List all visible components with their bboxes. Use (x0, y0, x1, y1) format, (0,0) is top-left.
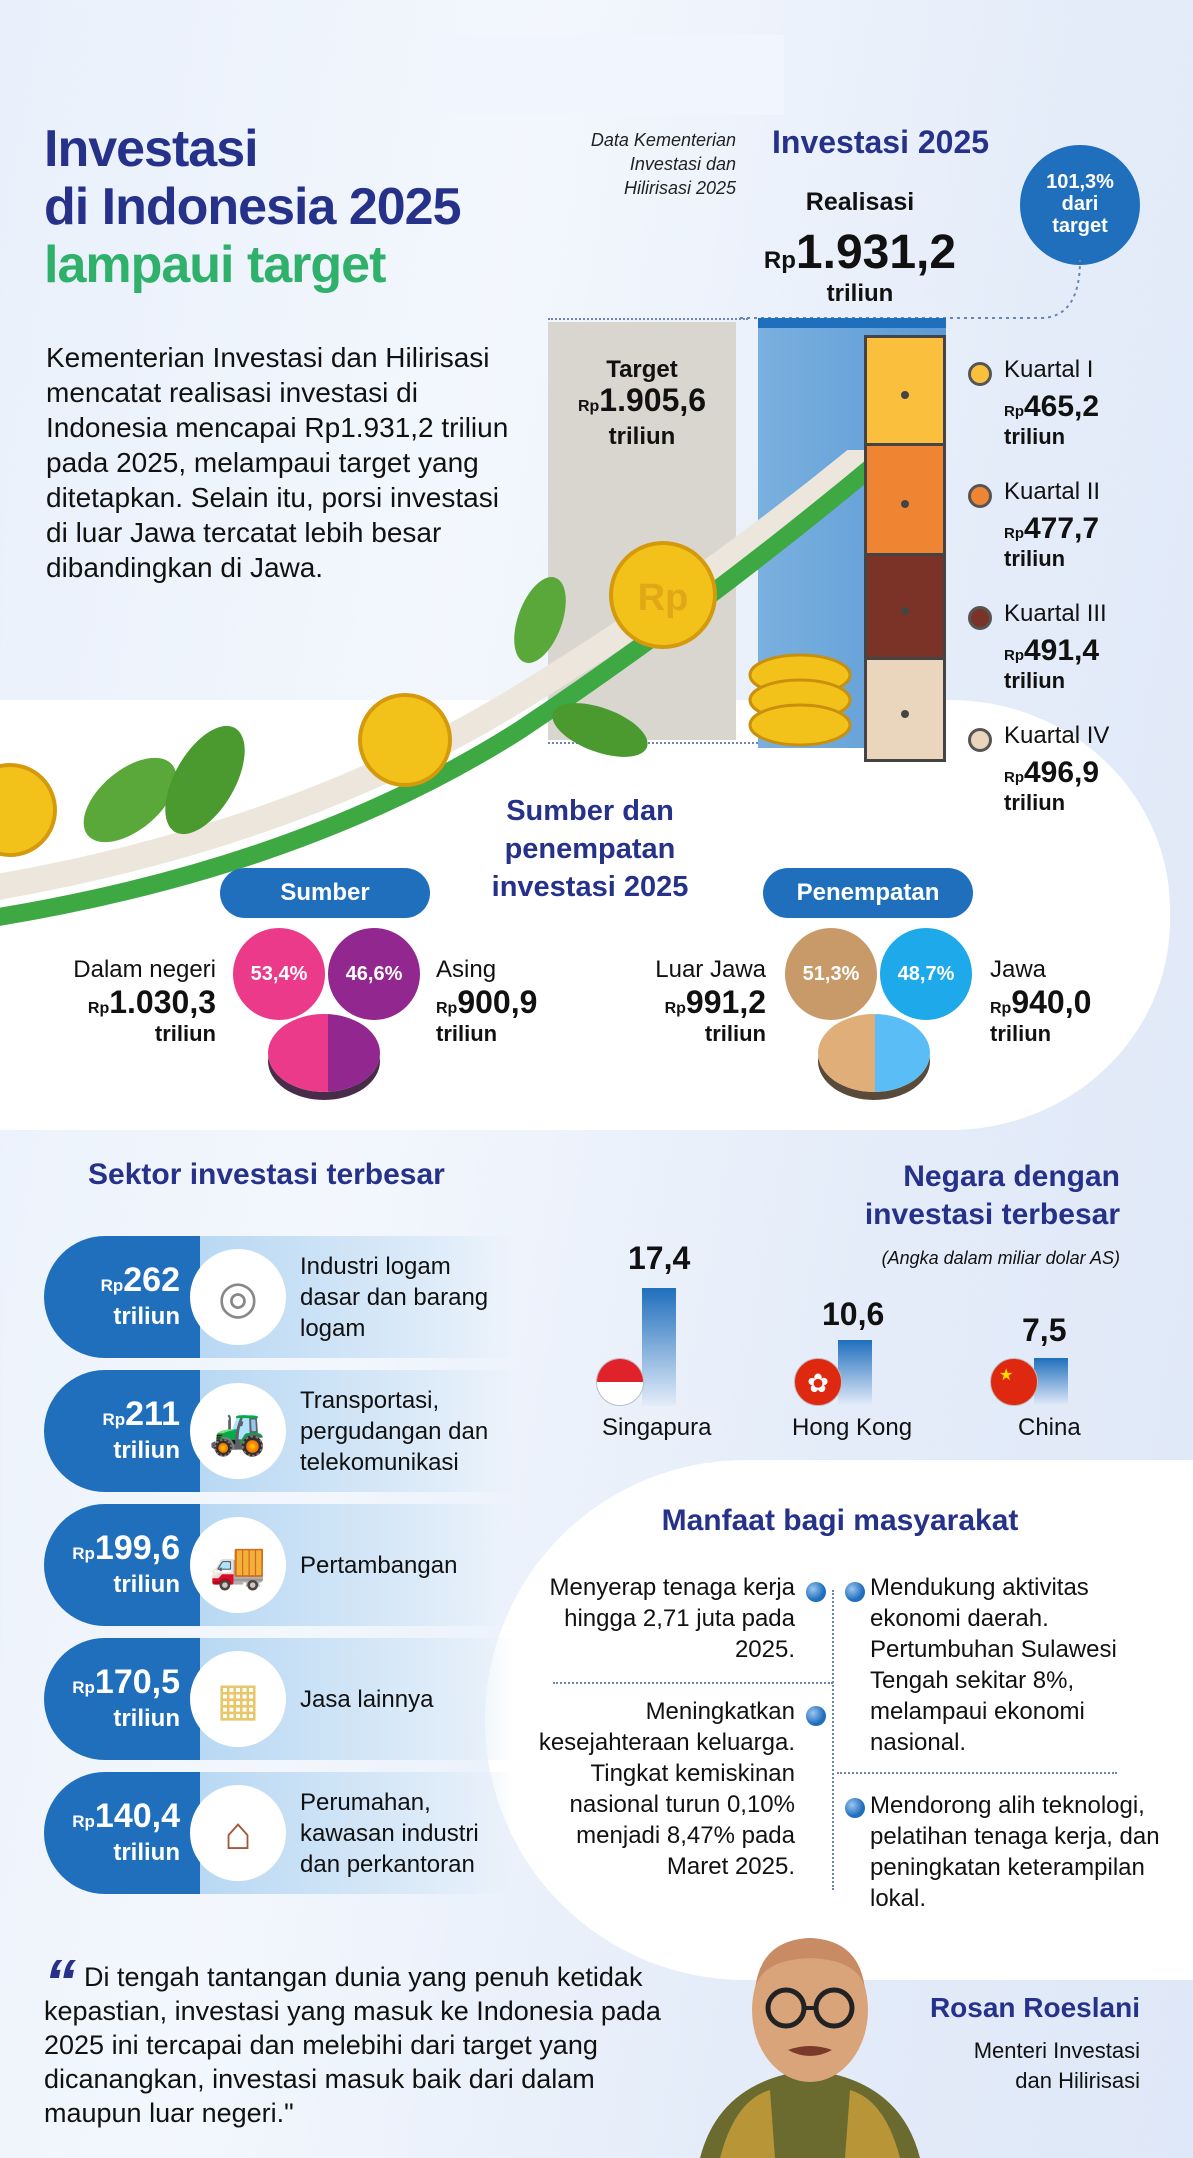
bar-hong-kong (838, 1340, 872, 1406)
minister-portrait (700, 1938, 920, 2158)
forklift-icon: 🚜 (190, 1383, 286, 1479)
sektor-row: Rp211 triliun 🚜 Transportasi, pergudangan … (44, 1370, 514, 1492)
growth-vine-illustration: Rp (0, 450, 889, 926)
segment-q3 (867, 556, 943, 660)
sumber-asing-bubble: 46,6% (328, 928, 420, 1020)
top-placeholder-block (422, 35, 784, 115)
manfaat-divider (837, 1772, 1117, 1774)
bar-china (1034, 1358, 1068, 1406)
manfaat-divider (553, 1682, 833, 1684)
house-icon: ⌂ (190, 1785, 286, 1881)
badge-connector (740, 260, 1081, 319)
legend-dot-icon (968, 362, 992, 386)
cubes-icon: ▦ (190, 1651, 286, 1747)
sumber-pie (268, 1014, 380, 1092)
target-pct-badge: 101,3% dari target (1020, 145, 1140, 265)
sumber-right-label: Asing Rp900,9 triliun (436, 956, 538, 1046)
mining-truck-icon: 🚚 (190, 1517, 286, 1613)
negara-title: Negara dengan investasi terbesar (864, 1160, 1120, 1231)
manfaat-item: Mendorong alih teknologi, pelatihan tena… (870, 1792, 1160, 1912)
legend-dot-icon (968, 606, 992, 630)
manfaat-item: Meningkatkan kesejahteraan keluarga. Tin… (538, 1698, 795, 1880)
sektor-row: Rp140,4 triliun ⌂ Perumahan, kawasan indus… (44, 1772, 514, 1894)
quarter-stack-bar (864, 335, 946, 762)
quarter-legend-q4: Kuartal IV Rp496,9 triliun (968, 722, 1188, 816)
bullet-icon (845, 1798, 865, 1818)
quarter-legend-q2: Kuartal II Rp477,7 triliun (968, 478, 1188, 572)
legend-dot-icon (968, 484, 992, 508)
quarter-legend-q3: Kuartal III Rp491,4 triliun (968, 600, 1188, 694)
bullet-icon (845, 1582, 865, 1602)
svg-text:Rp: Rp (638, 577, 689, 619)
penempatan-pie (818, 1014, 930, 1092)
bullet-icon (806, 1706, 826, 1726)
flag-singapore-icon (596, 1358, 644, 1406)
sumber-penempatan-title: Sumber dan penempatan investasi 2025 (491, 795, 689, 903)
country-singapura: 17,4 Singapura (580, 1240, 770, 1450)
source-note: Data Kementerian Investasi dan Hilirisas… (590, 130, 736, 198)
legend-dot-icon (968, 728, 992, 752)
penempatan-luar-jawa-bubble: 51,3% (785, 928, 877, 1020)
negara-subtitle: (Angka dalam miliar dolar AS) (881, 1248, 1120, 1268)
bullet-icon (806, 1582, 826, 1602)
sumber-pill: Sumber (220, 868, 430, 918)
realisasi-unit: triliun (826, 280, 894, 307)
quarter-legend-q1: Kuartal I Rp465,2 triliun (968, 356, 1188, 450)
country-hong-kong: 10,6 ✿ Hong Kong (792, 1296, 913, 1441)
sektor-title: Sektor investasi terbesar (88, 1158, 445, 1191)
penempatan-pill: Penempatan (763, 868, 973, 918)
minister-quote: “Di tengah tantangan dunia yang penuh ke… (44, 1946, 661, 2128)
segment-q1 (867, 338, 943, 446)
manfaat-vertical-divider (832, 1590, 834, 1890)
minister-role: Menteri Investasi dan Hilirisasi (973, 2038, 1140, 2093)
country-china: 7,5 ★ China (972, 1240, 1162, 1450)
steel-coil-icon: ◎ (190, 1249, 286, 1345)
bar-singapura (642, 1288, 676, 1406)
page-title: Investasi di Indonesia 2025 lampaui targ… (44, 120, 461, 294)
manfaat-item: Menyerap tenaga kerja hingga 2,71 juta p… (549, 1574, 795, 1663)
sumber-dalam-negeri-bubble: 53,4% (233, 928, 325, 1020)
penempatan-jawa-bubble: 48,7% (880, 928, 972, 1020)
investasi-title: Investasi 2025 (772, 124, 990, 160)
flag-china-icon: ★ (990, 1358, 1038, 1406)
divider-top (548, 318, 748, 320)
divider-bottom (548, 742, 758, 744)
target-label: Target Rp1.905,6 triliun (577, 356, 707, 450)
sektor-row: Rp262 triliun ◎ Industri logam dasar dan b… (44, 1236, 514, 1358)
manfaat-title: Manfaat bagi masyarakat (661, 1504, 1019, 1537)
flag-hong-kong-icon: ✿ (794, 1358, 842, 1406)
minister-name: Rosan Roeslani (929, 1992, 1140, 2023)
manfaat-item: Mendukung aktivitas ekonomi daerah. Pert… (870, 1574, 1117, 1756)
segment-q2 (867, 446, 943, 556)
penempatan-left-label: Luar Jawa Rp991,2 triliun (655, 956, 766, 1046)
realisasi-value: Rp1.931,2 (763, 226, 957, 279)
sumber-left-label: Dalam negeri Rp1.030,3 triliun (73, 956, 216, 1046)
realisasi-label: Realisasi (805, 188, 915, 216)
intro-paragraph: Kementerian Investasi dan Hilirisasi men… (46, 342, 509, 583)
segment-q4 (867, 660, 943, 759)
sektor-row: Rp170,5 triliun ▦ Jasa lainnya (44, 1638, 514, 1760)
sektor-row: Rp199,6 triliun 🚚 Pertambangan (44, 1504, 514, 1626)
penempatan-right-label: Jawa Rp940,0 triliun (990, 956, 1092, 1046)
